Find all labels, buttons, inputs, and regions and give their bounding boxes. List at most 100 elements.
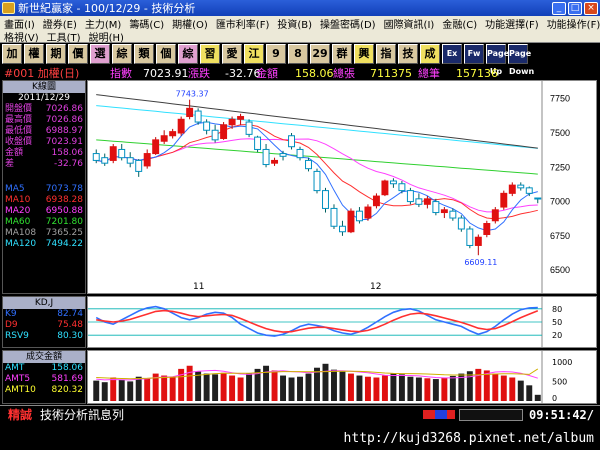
candle-body [440,209,448,214]
candle-body [525,187,533,194]
menu-item[interactable]: 操盤密碼(D) [320,19,376,31]
change-value: -32.76 [225,66,261,80]
volume-chart[interactable]: 1000 500 0 [87,350,597,404]
toolbar-button[interactable]: 29 [310,44,330,64]
candle-body [126,157,134,164]
status-indicator-blue [434,410,447,419]
k-value: 158.06 [51,148,84,158]
toolbar-button[interactable]: 加 [2,44,22,64]
toolbar-button[interactable]: 興 [354,44,374,64]
candle-body [449,210,457,219]
menu-item[interactable]: 工具(T) [46,32,81,44]
price-chart[interactable]: 7750 7500 7250 7000 6750 6500 11 12 7743.37 6609.… [87,80,597,294]
toolbar-button[interactable]: 價 [68,44,88,64]
toolbar-button[interactable]: Ex [442,44,462,64]
menu-item[interactable]: 功能選擇(F) [485,19,539,31]
minimize-button[interactable]: _ [552,1,566,15]
menu-item[interactable]: 匯市利率(F) [215,19,270,31]
volume-bar [288,377,295,401]
menu-item[interactable]: 功能操作(F) [546,19,600,31]
candle-body [271,159,279,164]
status-progress [458,408,523,421]
maximize-button[interactable]: □ [568,1,582,15]
toolbar-button[interactable]: 期 [46,44,66,64]
kd-label: K9 [5,309,17,319]
ma60-line [96,139,538,175]
volume-bar [254,368,261,401]
menu-item[interactable]: 畫面(I) [4,19,35,31]
menu-item[interactable]: 期權(O) [172,19,208,31]
k-value: 7023.91 [45,137,83,147]
menu-item[interactable]: 主力(M) [84,19,122,31]
candle-body [508,184,516,194]
candle-body [211,129,219,141]
ma-row: MA20 6950.88 [3,206,85,217]
k-row: 最低價 6988.97 [3,126,85,137]
ma108-line [96,94,538,149]
toolbar-button[interactable]: 群 [332,44,352,64]
kd-value: 82.74 [57,309,83,319]
amount-label: 金額 [256,67,278,80]
amt-row: AMT5 581.69 [3,374,85,385]
ma-value: 6938.28 [45,195,83,205]
toolbar-button[interactable]: 選 [90,44,110,64]
status-indicator-red [422,410,435,419]
k-row: 收盤價 7023.91 [3,137,85,148]
k-value: 7026.86 [45,104,83,114]
kd-label: RSV9 [5,331,29,341]
candle-body [288,135,296,148]
candle-body [101,157,109,164]
toolbar-button[interactable]: 9 [266,44,286,64]
volume-bar [432,379,439,401]
toolbar-button[interactable]: 愛 [222,44,242,64]
menu-item[interactable]: 國際資訊(I) [383,19,435,31]
toolbar-button[interactable]: 成 [420,44,440,64]
kd-row: K9 82.74 [3,309,85,320]
menu-item[interactable]: 投資(B) [277,19,313,31]
toolbar-button[interactable]: 技 [398,44,418,64]
toolbar-button[interactable]: 權 [24,44,44,64]
volume-bar [398,374,405,401]
menu-bar-secondary: 格視(V) 工具(T) 說明(H) [0,30,600,44]
toolbar-button[interactable]: Page Up [486,44,509,76]
toolbar-button[interactable]: 指 [376,44,396,64]
candle-body [143,153,151,167]
menu-item[interactable]: 格視(V) [4,32,39,44]
volume-bar [500,375,507,401]
k-label: 開盤價 [5,104,33,114]
index-label: 指數 [110,67,132,80]
volume-bar [101,382,108,401]
toolbar-button[interactable]: 8 [288,44,308,64]
amt10-line [96,368,539,380]
ma-label: MA5 [5,184,25,194]
toolbar-button[interactable]: 江 [244,44,264,64]
toolbar-button[interactable]: 習 [200,44,220,64]
amt-label: AMT [5,363,25,373]
toolbar-button[interactable]: 個 [156,44,176,64]
candle-body [203,121,211,131]
close-button[interactable]: × [584,1,598,15]
ma-row: MA120 7494.22 [3,239,85,250]
toolbar-button[interactable]: Fw [464,44,484,64]
toolbar-button[interactable]: 類 [134,44,154,64]
toolbar-button[interactable]: 綜 [178,44,198,64]
price-tick-label: 6750 [550,231,570,241]
kd-chart[interactable]: 80 50 20 [87,296,597,348]
menu-item[interactable]: 籌碼(C) [129,19,165,31]
candle-body [245,121,253,135]
candle-body [415,198,423,205]
volume-bar [475,368,482,401]
price-tick-label: 7500 [550,128,570,138]
volume-bar [220,372,227,401]
menu-item[interactable]: 說明(H) [88,32,124,44]
candle-body [457,217,465,230]
menu-item[interactable]: 金融(C) [442,19,478,31]
ma-label: MA120 [5,239,37,249]
volume-bar [356,375,363,401]
toolbar-button[interactable]: Page Down [508,44,534,76]
menu-item[interactable]: 證券(E) [42,19,77,31]
candle-body [177,118,185,134]
k-label: 差 [5,159,15,169]
candle-body [305,159,312,170]
toolbar-button[interactable]: 綜 [112,44,132,64]
